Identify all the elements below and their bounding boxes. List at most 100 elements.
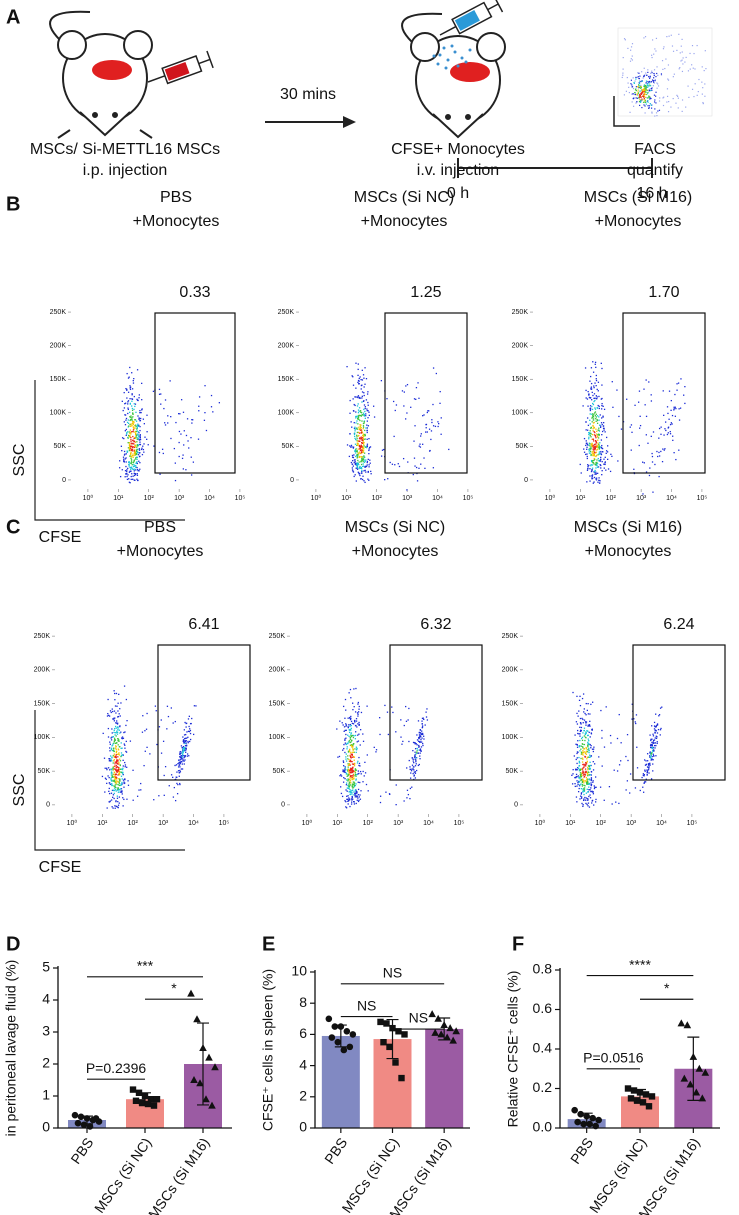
event-dot (185, 751, 187, 753)
event-dot (132, 468, 134, 470)
thumb-dot (680, 60, 682, 62)
event-dot (650, 400, 653, 402)
event-dot (650, 739, 652, 742)
event-dot (125, 387, 127, 390)
event-dot (137, 434, 139, 437)
event-dot (116, 769, 118, 772)
y-tick-label: 200K (278, 342, 295, 349)
event-dot (649, 467, 651, 469)
event-dot (358, 383, 360, 385)
event-dot (351, 426, 353, 428)
event-dot (584, 764, 586, 766)
event-dot (116, 778, 118, 780)
x-tick-label: 10⁵ (235, 495, 246, 502)
event-dot (123, 458, 125, 460)
event-dot (648, 766, 650, 768)
event-dot (654, 725, 656, 728)
event-dot (578, 746, 581, 748)
event-dot (133, 472, 135, 475)
event-dot (360, 463, 363, 466)
event-dot (586, 772, 588, 774)
event-dot (368, 466, 370, 468)
event-dot (164, 765, 167, 768)
data-point (334, 1038, 342, 1046)
event-dot (585, 389, 587, 392)
event-dot (108, 787, 110, 790)
event-dot (656, 736, 658, 738)
event-dot (592, 780, 594, 782)
thumb-dot (660, 74, 663, 76)
event-dot (595, 473, 597, 475)
event-dot (357, 781, 359, 783)
event-dot (352, 748, 354, 751)
event-dot (425, 423, 427, 426)
event-dot (115, 752, 118, 754)
event-dot (670, 399, 672, 402)
thumb-dot (647, 91, 649, 94)
thumb-dot (643, 90, 645, 92)
event-dot (174, 720, 176, 723)
thumb-dot (641, 98, 643, 100)
event-dot (112, 773, 114, 775)
event-dot (648, 381, 650, 383)
event-dot (358, 397, 361, 399)
event-dot (364, 434, 366, 436)
event-dot (419, 737, 421, 739)
event-dot (357, 459, 359, 462)
thumb-dot (691, 45, 694, 47)
event-dot (413, 771, 415, 773)
gate (157, 644, 251, 781)
event-dot (114, 699, 116, 701)
event-dot (411, 757, 414, 759)
event-dot (587, 738, 589, 740)
event-dot (357, 734, 359, 736)
thumb-dot (684, 61, 686, 63)
thumb-dot (644, 86, 646, 89)
thumb-dot (691, 88, 694, 90)
event-dot (586, 417, 589, 419)
event-dot (137, 445, 139, 447)
event-dot (602, 416, 604, 418)
event-dot (364, 429, 366, 432)
event-dot (584, 736, 587, 738)
thumb-dot (705, 68, 707, 70)
event-dot (142, 715, 144, 717)
event-dot (345, 773, 348, 775)
event-dot (364, 433, 366, 436)
event-dot (603, 799, 605, 801)
y-tick-label: 50K (516, 443, 529, 450)
thumb-dot (666, 95, 669, 98)
event-dot (359, 376, 361, 378)
thumb-dot (648, 96, 650, 98)
thumb-dot (644, 92, 646, 94)
event-dot (353, 410, 355, 412)
event-dot (605, 452, 607, 454)
thumb-dot (662, 68, 664, 71)
event-dot (402, 740, 404, 743)
event-dot (571, 783, 574, 785)
y-tick-label: 2 (42, 1055, 50, 1071)
thumb-dot (647, 84, 649, 86)
event-dot (346, 775, 348, 777)
event-dot (352, 446, 355, 448)
event-dot (119, 758, 121, 760)
thumb-dot (671, 45, 674, 47)
event-dot (582, 746, 584, 748)
event-dot (582, 774, 585, 776)
event-dot (409, 777, 412, 779)
event-dot (355, 751, 357, 754)
thumb-dot (631, 93, 633, 95)
event-dot (667, 412, 669, 415)
event-dot (587, 771, 589, 773)
event-dot (120, 731, 122, 733)
event-dot (590, 784, 592, 787)
event-dot (124, 403, 126, 405)
event-dot (597, 390, 599, 392)
event-dot (361, 468, 363, 470)
thumb-dot (636, 93, 638, 95)
event-dot (111, 736, 113, 738)
event-dot (589, 754, 591, 756)
event-dot (626, 398, 628, 400)
data-point (648, 1093, 656, 1100)
event-dot (658, 455, 661, 457)
